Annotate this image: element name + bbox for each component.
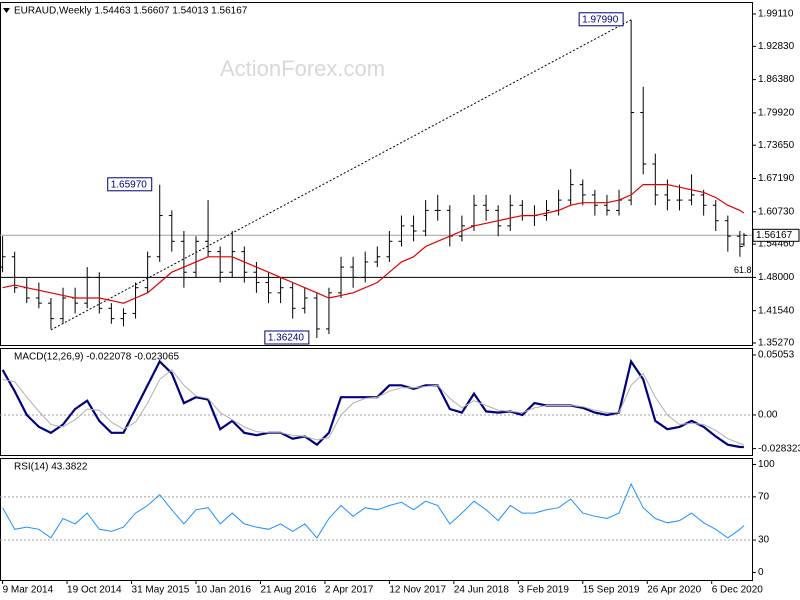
y-tick-label: 1.67190	[758, 173, 795, 184]
y-tick-label: -0.028323	[758, 443, 800, 454]
x-tick-label: 9 Mar 2014	[3, 585, 54, 596]
x-tick-label: 6 Dec 2020	[712, 585, 764, 596]
x-tick-label: 24 Jun 2018	[454, 585, 509, 596]
panel-frame	[0, 458, 753, 581]
h-line-label: 61.8	[734, 265, 752, 275]
annotation-label: 1.97990	[582, 14, 619, 25]
x-tick-label: 12 Nov 2017	[389, 585, 446, 596]
panel-title: EURAUD,Weekly 1.54463 1.56607 1.54013 1.…	[14, 6, 248, 17]
panel-title: RSI(14) 43.3822	[14, 462, 88, 473]
x-tick-label: 21 Aug 2016	[260, 585, 317, 596]
panel-frame	[0, 2, 753, 346]
y-tick-label: 70	[758, 492, 770, 503]
y-tick-label: 1.54460	[758, 239, 795, 250]
y-tick-label: 1.48000	[758, 272, 795, 283]
annotation-box	[578, 12, 624, 27]
annotation-label: 1.65970	[111, 179, 148, 190]
panel-title: MACD(12,26,9) -0.022078 -0.023065	[14, 352, 180, 363]
y-tick-label: 30	[758, 535, 770, 546]
y-tick-label: 100	[758, 459, 775, 470]
x-tick-label: 10 Jan 2016	[196, 585, 251, 596]
series-line	[2, 482, 745, 539]
y-tick-label: 1.60730	[758, 206, 795, 217]
moving-average	[2, 184, 745, 304]
title-icon	[3, 8, 10, 13]
x-tick-label: 3 Feb 2019	[518, 585, 569, 596]
series-line	[2, 369, 745, 446]
watermark: ActionForex.com	[220, 56, 385, 81]
y-tick-label: 1.92830	[758, 41, 795, 52]
x-tick-label: 31 May 2015	[132, 585, 190, 596]
x-tick-label: 15 Sep 2019	[583, 585, 640, 596]
x-tick-label: 19 Oct 2014	[67, 585, 122, 596]
x-tick-label: 26 Apr 2020	[647, 585, 701, 596]
panel-frame	[0, 348, 753, 456]
y-tick-label: 0.00	[758, 410, 778, 421]
y-tick-label: 1.99110	[758, 9, 794, 20]
price-tag-label: 1.56167	[756, 230, 793, 241]
y-tick-label: 1.73650	[758, 140, 795, 151]
y-tick-label: 1.41540	[758, 305, 795, 316]
y-tick-label: 1.86380	[758, 74, 795, 85]
y-tick-label: 1.35270	[758, 338, 795, 349]
y-tick-label: 0	[758, 567, 764, 578]
price-tag	[752, 228, 800, 242]
y-tick-label: 0.05053	[758, 350, 795, 361]
annotation-label: 1.36240	[268, 333, 305, 344]
x-tick-label: 2 Apr 2017	[325, 585, 374, 596]
annotation-box	[264, 330, 310, 345]
y-tick-label: 1.79920	[758, 108, 795, 119]
annotation-box	[107, 177, 153, 192]
